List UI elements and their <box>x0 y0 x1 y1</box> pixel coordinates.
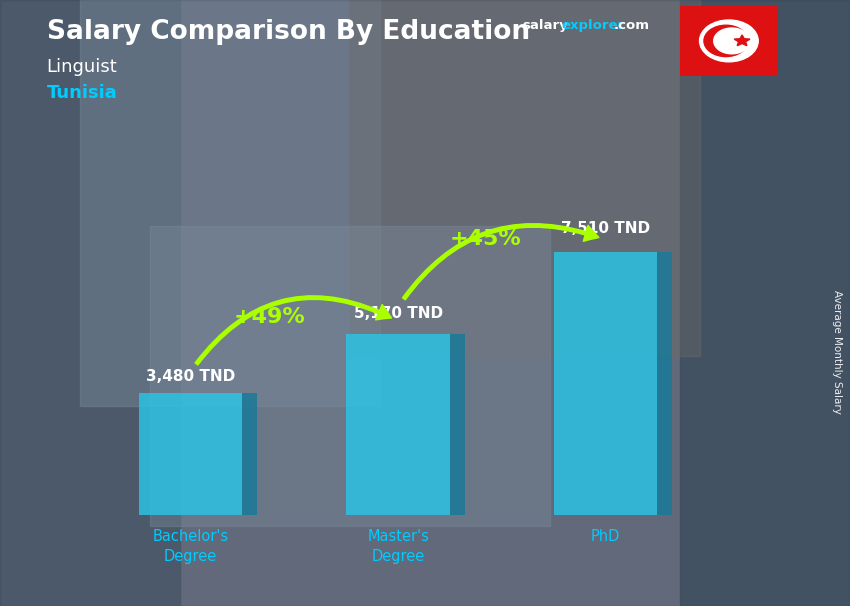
Bar <box>680 0 850 606</box>
Text: 7,510 TND: 7,510 TND <box>561 221 650 236</box>
Bar <box>553 251 658 515</box>
Text: 5,170 TND: 5,170 TND <box>354 306 443 321</box>
Text: +45%: +45% <box>450 230 521 250</box>
Bar <box>350 0 700 356</box>
Bar <box>150 226 550 526</box>
Text: Linguist: Linguist <box>47 58 117 76</box>
Circle shape <box>714 28 750 54</box>
Polygon shape <box>658 251 672 515</box>
Text: Salary Comparison By Education: Salary Comparison By Education <box>47 19 530 45</box>
Circle shape <box>704 25 748 56</box>
Text: explorer: explorer <box>562 19 625 32</box>
Text: +49%: +49% <box>234 307 305 327</box>
Bar <box>346 334 450 515</box>
FancyArrowPatch shape <box>403 224 599 300</box>
FancyBboxPatch shape <box>674 2 784 80</box>
Text: salary: salary <box>523 19 569 32</box>
Text: Tunisia: Tunisia <box>47 84 117 102</box>
Bar <box>0 0 180 606</box>
Polygon shape <box>450 334 464 515</box>
Text: Average Monthly Salary: Average Monthly Salary <box>832 290 842 413</box>
Circle shape <box>700 20 758 62</box>
Polygon shape <box>734 35 750 45</box>
Polygon shape <box>242 393 257 515</box>
FancyArrowPatch shape <box>195 296 392 365</box>
Bar <box>139 393 242 515</box>
Text: .com: .com <box>614 19 649 32</box>
Text: 3,480 TND: 3,480 TND <box>146 370 235 384</box>
Bar <box>80 0 380 406</box>
